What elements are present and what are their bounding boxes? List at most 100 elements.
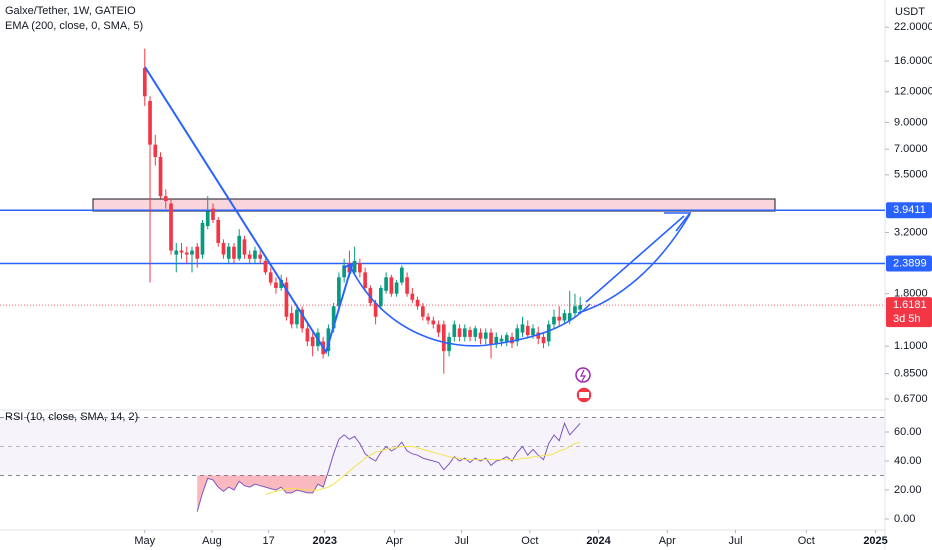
candle-body <box>158 157 163 197</box>
candle-body <box>232 246 236 259</box>
candle-body <box>520 324 525 333</box>
candle-body <box>373 302 378 317</box>
candle-body <box>384 277 388 291</box>
symbol-title: Galxe/Tether, 1W, GATEIO <box>5 5 136 17</box>
candle-body <box>226 246 231 259</box>
candle-body <box>163 196 168 202</box>
resistance-zone <box>92 198 776 212</box>
candle-body <box>200 222 205 255</box>
candle-body <box>368 287 373 303</box>
candle-body <box>326 328 331 352</box>
candle-body <box>515 328 520 342</box>
candle-body <box>289 313 294 325</box>
candle-body <box>420 306 425 317</box>
projection-arrow-head <box>664 212 692 232</box>
candle-body <box>253 250 257 259</box>
candle-body <box>258 254 263 259</box>
candle-body <box>436 324 441 333</box>
last-price-label: 1.6181 <box>893 299 927 311</box>
level-badge <box>886 202 932 219</box>
rsi-title: RSI (10, close, SMA, 14, 2) <box>5 411 138 423</box>
candle-body <box>211 208 215 220</box>
arrow-head <box>342 262 354 275</box>
candle-body <box>405 277 409 294</box>
candle-body <box>300 309 305 329</box>
candle-body <box>441 324 446 352</box>
x-tick-label: May <box>134 535 155 547</box>
candle-body <box>184 252 189 255</box>
y-tick-label: 12.0000 <box>894 86 932 98</box>
candle-body <box>510 336 514 344</box>
trend-line <box>144 66 353 355</box>
candle-body <box>400 267 404 283</box>
candle-body <box>562 313 567 321</box>
event-icon <box>575 367 591 383</box>
candle-body <box>331 306 336 329</box>
candle-body <box>457 328 462 337</box>
candle-body <box>310 336 315 347</box>
last-price-badge <box>886 297 932 328</box>
candle-body <box>483 332 488 339</box>
x-tick-label: 17 <box>262 535 274 547</box>
projection-curve <box>577 213 691 314</box>
rsi-pane <box>0 417 885 477</box>
candle-body <box>546 324 551 342</box>
candles <box>142 48 583 374</box>
candle-body <box>504 335 509 342</box>
candle-body <box>148 100 152 145</box>
event-icon-symbol <box>580 369 587 382</box>
candle-body <box>263 260 268 273</box>
candle-body <box>567 313 572 321</box>
candle-body <box>305 328 310 342</box>
rsi-y-tick-label: 0.00 <box>894 513 915 525</box>
candle-body <box>499 338 504 342</box>
drawings <box>144 66 692 355</box>
candle-body <box>478 332 483 339</box>
candle-body <box>557 316 562 321</box>
event-icon-symbol <box>579 392 589 398</box>
y-tick-label: 0.6700 <box>894 393 928 405</box>
y-tick-label: 16.0000 <box>894 55 932 67</box>
level-label: 3.9411 <box>893 204 926 216</box>
y-tick-label: 22.0000 <box>894 21 932 33</box>
candle-body <box>221 242 226 255</box>
y-tick-label: 7.0000 <box>894 143 928 155</box>
candle-body <box>284 282 289 317</box>
rsi-y-tick-label: 20.00 <box>894 484 922 496</box>
candle-body <box>394 282 399 294</box>
candle-body <box>573 306 577 314</box>
candle-body <box>268 272 273 283</box>
currency-label: USDT <box>895 6 925 18</box>
rsi-oversold-fill <box>197 475 327 512</box>
projection-line <box>585 215 685 303</box>
y-tick-label: 1.1000 <box>894 340 928 352</box>
countdown-label: 3d 5h <box>893 313 921 325</box>
candle-body <box>552 316 556 325</box>
indicator-title: EMA (200, close, 0, SMA, 5) <box>5 20 143 32</box>
candle-body <box>205 211 210 227</box>
candle-body <box>358 263 362 273</box>
candle-body <box>195 246 200 259</box>
candle-body <box>494 336 499 345</box>
event-icons <box>575 367 593 404</box>
candle-body <box>578 305 583 310</box>
candle-body <box>352 260 357 273</box>
candle-body <box>190 250 194 255</box>
candle-body <box>541 336 546 344</box>
candle-body <box>169 203 173 251</box>
candle-body <box>216 219 221 243</box>
x-tick-label: Oct <box>521 535 538 547</box>
candle-body <box>363 272 367 288</box>
candle-body <box>468 330 472 337</box>
rsi-sma-line <box>265 441 581 495</box>
x-tick-label: Jul <box>455 535 469 547</box>
x-tick-label: Oct <box>798 535 815 547</box>
candle-body <box>279 279 284 288</box>
candle-body <box>426 316 430 321</box>
candle-body <box>415 299 420 307</box>
candle-body <box>174 250 179 255</box>
x-tick-label: Aug <box>202 535 222 547</box>
candle-body <box>473 328 478 337</box>
candle-body <box>153 144 158 158</box>
